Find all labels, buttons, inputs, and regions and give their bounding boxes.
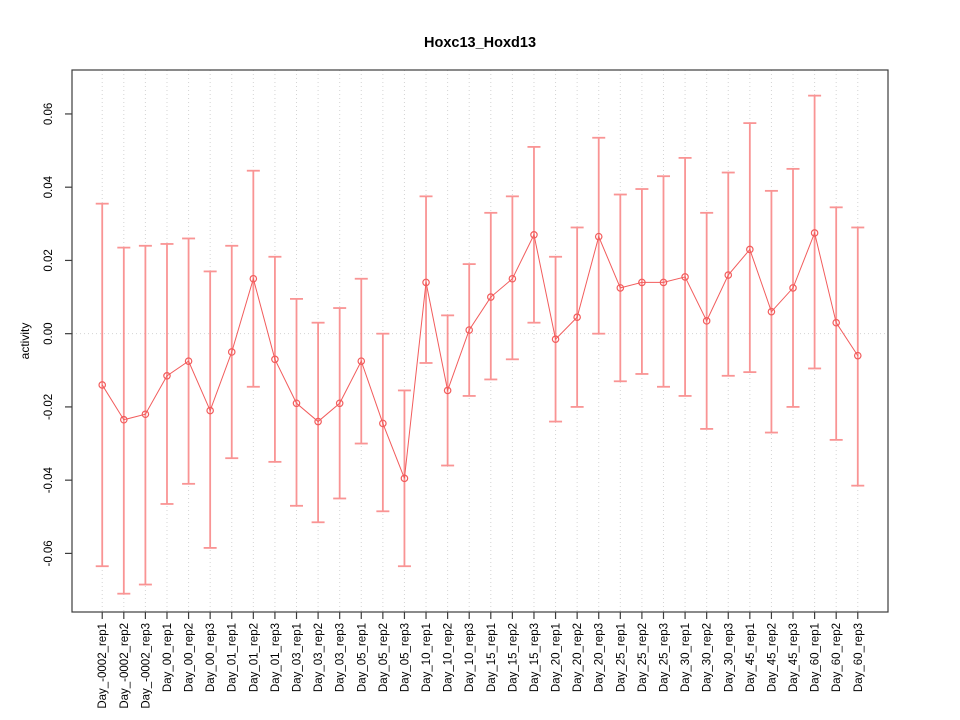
x-tick-label: Day_03_rep1 [292, 623, 304, 692]
data-point [810, 229, 819, 237]
data-point [184, 357, 193, 365]
data-point [335, 399, 344, 408]
x-tick-label: Day_10_rep1 [421, 623, 433, 692]
x-tick-label: Day_01_rep2 [248, 623, 260, 692]
data-point [400, 474, 409, 483]
data-point [443, 386, 452, 395]
data-point [853, 351, 862, 360]
data-point [357, 357, 366, 365]
x-tick-label: Day_60_rep2 [831, 623, 843, 692]
gridlines [72, 70, 888, 612]
data-point [681, 273, 689, 281]
data-point [746, 245, 754, 254]
chart-generated: -0.06 -0.04 -0.02 0.00 0.02 0.04 0.06 Day_-0002… [43, 69, 889, 709]
y-tick-label: -0.02 [43, 394, 55, 420]
data-point [530, 230, 538, 239]
data-point [249, 274, 258, 283]
data-point [616, 284, 625, 292]
x-tick-label: Day_00_rep1 [162, 623, 174, 692]
x-tick-label: Day_30_rep2 [702, 623, 714, 692]
data-point [292, 399, 301, 408]
x-tick-label: Day_01_rep1 [227, 623, 239, 692]
y-tick-label: 0.06 [43, 103, 55, 125]
data-point [120, 415, 128, 424]
data-point [702, 317, 711, 325]
data-point [141, 410, 150, 419]
x-tick-label: Day_05_rep3 [399, 623, 411, 692]
data-point [314, 417, 322, 426]
x-tick-label: Day_15_rep2 [507, 623, 519, 692]
y-tick-label: -0.04 [43, 466, 55, 493]
data-point [98, 381, 107, 389]
x-tick-label: Day_-0002_rep1 [97, 623, 109, 709]
data-point [551, 335, 560, 343]
data-point [789, 284, 797, 292]
y-tick-label: 0.00 [43, 322, 55, 344]
x-tick-label: Day_45_rep3 [788, 623, 800, 692]
data-point [832, 318, 840, 327]
x-tick-label: Day_60_rep3 [853, 623, 865, 692]
y-axis-label: activity [18, 323, 32, 360]
x-tick-label: Day_15_rep3 [529, 623, 541, 692]
series-line [101, 231, 859, 479]
data-points [98, 229, 862, 483]
y-tick-label: 0.04 [43, 175, 55, 198]
x-tick-label: Day_00_rep2 [184, 623, 196, 692]
x-tick-label: Day_30_rep3 [723, 623, 735, 692]
x-tick-label: Day_25_rep1 [615, 623, 627, 692]
data-point [227, 348, 236, 356]
x-tick-label: Day_01_rep3 [270, 623, 282, 692]
x-tick-label: Day_45_rep2 [766, 623, 778, 692]
x-tick-label: Day_03_rep3 [335, 623, 347, 692]
data-point [724, 271, 733, 279]
data-point [638, 278, 646, 287]
chart-title: Hoxc13_Hoxd13 [424, 35, 536, 51]
data-point [767, 307, 776, 316]
x-tick-label: Day_45_rep1 [745, 623, 757, 692]
x-tick-label: Day_60_rep1 [810, 623, 822, 692]
y-tick-label: -0.06 [43, 540, 55, 566]
data-point [163, 371, 171, 380]
data-point [465, 326, 474, 334]
data-point [508, 274, 517, 283]
data-point [659, 278, 668, 287]
x-tick-label: Day_30_rep1 [680, 623, 692, 692]
x-tick-label: Day_15_rep1 [486, 623, 498, 692]
x-tick-label: Day_00_rep3 [205, 623, 217, 692]
x-tick-label: Day_-0002_rep2 [119, 623, 131, 709]
x-tick-label: Day_20_rep2 [572, 623, 584, 692]
x-tick-label: Day_20_rep1 [551, 623, 563, 692]
y-tick-label: 0.02 [43, 249, 55, 271]
data-point [379, 419, 387, 428]
y-axis: -0.06 -0.04 -0.02 0.00 0.02 0.04 0.06 [43, 103, 72, 567]
x-tick-label: Day_05_rep1 [356, 623, 368, 692]
data-point [206, 406, 214, 415]
x-tick-label: Day_05_rep2 [378, 623, 390, 692]
data-point [271, 355, 279, 364]
x-tick-label: Day_10_rep2 [443, 623, 455, 692]
x-tick-label: Day_25_rep3 [658, 623, 670, 692]
data-point [486, 293, 495, 301]
error-bars [95, 94, 865, 595]
x-axis: Day_-0002_rep1 Day_-0002_rep2 Day_-0002_re… [97, 612, 865, 709]
plot-border [71, 69, 889, 613]
x-tick-label: Day_03_rep2 [313, 623, 325, 692]
data-point [594, 232, 603, 241]
data-point [422, 278, 430, 287]
x-tick-label: Day_20_rep3 [594, 623, 606, 692]
x-tick-label: Day_25_rep2 [637, 623, 649, 692]
x-tick-label: Day_-0002_rep3 [140, 623, 152, 709]
x-tick-label: Day_10_rep3 [464, 623, 476, 692]
data-point [573, 313, 581, 321]
